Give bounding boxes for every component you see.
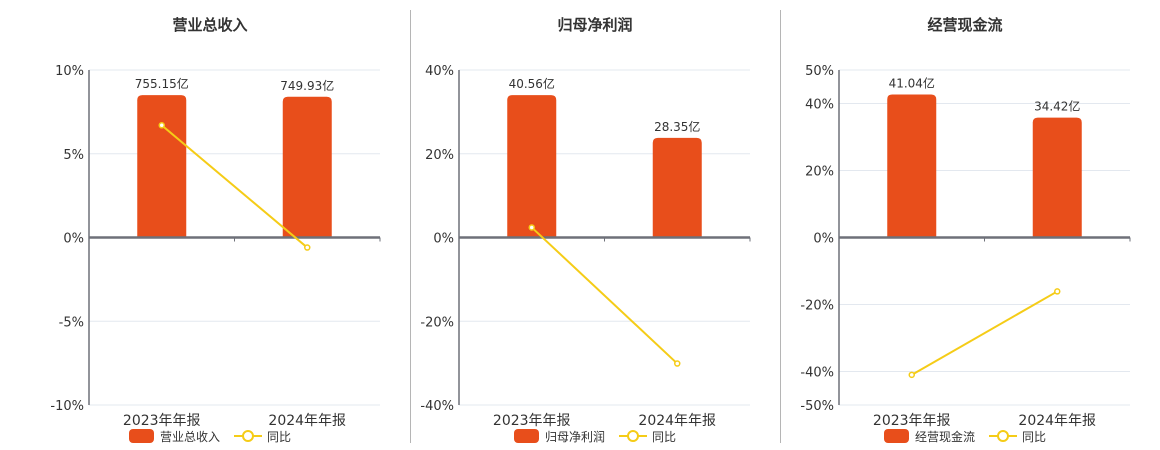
yoy-line	[531, 226, 678, 365]
legend-bar-label[interactable]: 营业总收入	[159, 429, 220, 444]
chart-legend: 经营现金流 同比	[780, 427, 1150, 445]
legend-line-label[interactable]: 同比	[1022, 429, 1047, 444]
bar[interactable]	[137, 95, 187, 238]
y-tick-label: -5%	[59, 315, 84, 330]
y-tick-label: 0%	[63, 232, 84, 247]
yoy-line	[911, 290, 1058, 376]
bar-value-label: 40.56亿	[509, 76, 555, 91]
panel-divider	[780, 10, 781, 443]
legend-bar-label[interactable]: 归母净利润	[544, 429, 605, 444]
chart-title: 营业总收入	[172, 16, 248, 34]
bar[interactable]	[1032, 117, 1082, 238]
x-tick-label: 2023年年报	[873, 413, 951, 429]
yoy-line	[161, 124, 308, 249]
chart-plot: 10% 5% 0% -5% -10% 755.15亿 2023年年报 749.93亿 2024年…	[50, 64, 381, 429]
y-tick-label: -50%	[800, 399, 834, 414]
bar[interactable]	[507, 95, 557, 238]
bar[interactable]	[887, 94, 937, 238]
panel-divider	[410, 10, 411, 443]
bar[interactable]	[282, 96, 332, 238]
chart-title: 归母净利润	[557, 16, 633, 34]
y-tick-label: 20%	[425, 148, 454, 163]
x-tick-label: 2024年年报	[1018, 413, 1096, 429]
legend-line-marker-icon[interactable]	[989, 429, 1017, 443]
chart-legend: 归母净利润 同比	[410, 427, 780, 445]
y-tick-label: -40%	[420, 399, 454, 414]
x-tick-label: 2023年年报	[493, 413, 571, 429]
bar-value-label: 34.42亿	[1034, 99, 1080, 114]
y-tick-label: -20%	[420, 315, 454, 330]
chart-plot: 40% 20% 0% -20% -40% 40.56亿 2023年年报 28.35亿 2024年…	[420, 64, 751, 429]
x-tick-label: 2024年年报	[268, 413, 346, 429]
y-tick-label: 0%	[433, 232, 454, 247]
y-tick-label: 5%	[63, 148, 84, 163]
chart-panel-operating-cash-flow: 经营现金流 50% 40% 20% 0% -20% -40% -50% 41.04亿 2023年…	[780, 0, 1160, 450]
chart-legend: 营业总收入 同比	[0, 427, 420, 445]
bar-value-label: 28.35亿	[654, 119, 700, 134]
legend-bar-swatch[interactable]	[883, 429, 909, 443]
y-tick-label: -20%	[800, 299, 834, 314]
legend-line-marker-icon[interactable]	[619, 429, 647, 443]
legend-line-label[interactable]: 同比	[652, 429, 677, 444]
chart-title: 经营现金流	[927, 16, 1003, 34]
legend-line-label[interactable]: 同比	[267, 429, 292, 444]
yoy-point[interactable]	[528, 224, 535, 231]
bar[interactable]	[652, 137, 702, 238]
chart-panel-net-profit: 归母净利润 40% 20% 0% -20% -40% 40.56亿 2023年年报 28.35…	[410, 0, 780, 450]
chart-panel-revenue: 营业总收入 10% 5% 0% -5% -10% 755.15亿 2023年年报 749.93…	[0, 0, 410, 450]
bar-value-label: 41.04亿	[889, 75, 935, 90]
x-tick-label: 2023年年报	[123, 413, 201, 429]
y-tick-label: 10%	[55, 64, 84, 79]
y-tick-label: -40%	[800, 366, 834, 381]
yoy-point[interactable]	[1054, 288, 1061, 295]
legend-bar-label[interactable]: 经营现金流	[914, 429, 975, 444]
y-tick-label: -10%	[50, 399, 84, 414]
y-tick-label: 20%	[805, 165, 834, 180]
legend-bar-swatch[interactable]	[513, 429, 539, 443]
y-tick-label: 40%	[425, 64, 454, 79]
yoy-point[interactable]	[674, 360, 681, 367]
legend-line-marker-icon[interactable]	[234, 429, 262, 443]
x-tick-label: 2024年年报	[638, 413, 716, 429]
bar-value-label: 755.15亿	[135, 76, 189, 91]
legend-bar-swatch[interactable]	[128, 429, 154, 443]
y-tick-label: 0%	[813, 232, 834, 247]
yoy-point[interactable]	[908, 371, 915, 379]
chart-plot: 50% 40% 20% 0% -20% -40% -50% 41.04亿 2023年年报 34.4…	[800, 64, 1131, 429]
yoy-point[interactable]	[158, 122, 165, 129]
y-tick-label: 50%	[805, 64, 834, 79]
yoy-point[interactable]	[304, 244, 311, 251]
bar-value-label: 749.93亿	[280, 78, 334, 93]
y-tick-label: 40%	[805, 98, 834, 113]
